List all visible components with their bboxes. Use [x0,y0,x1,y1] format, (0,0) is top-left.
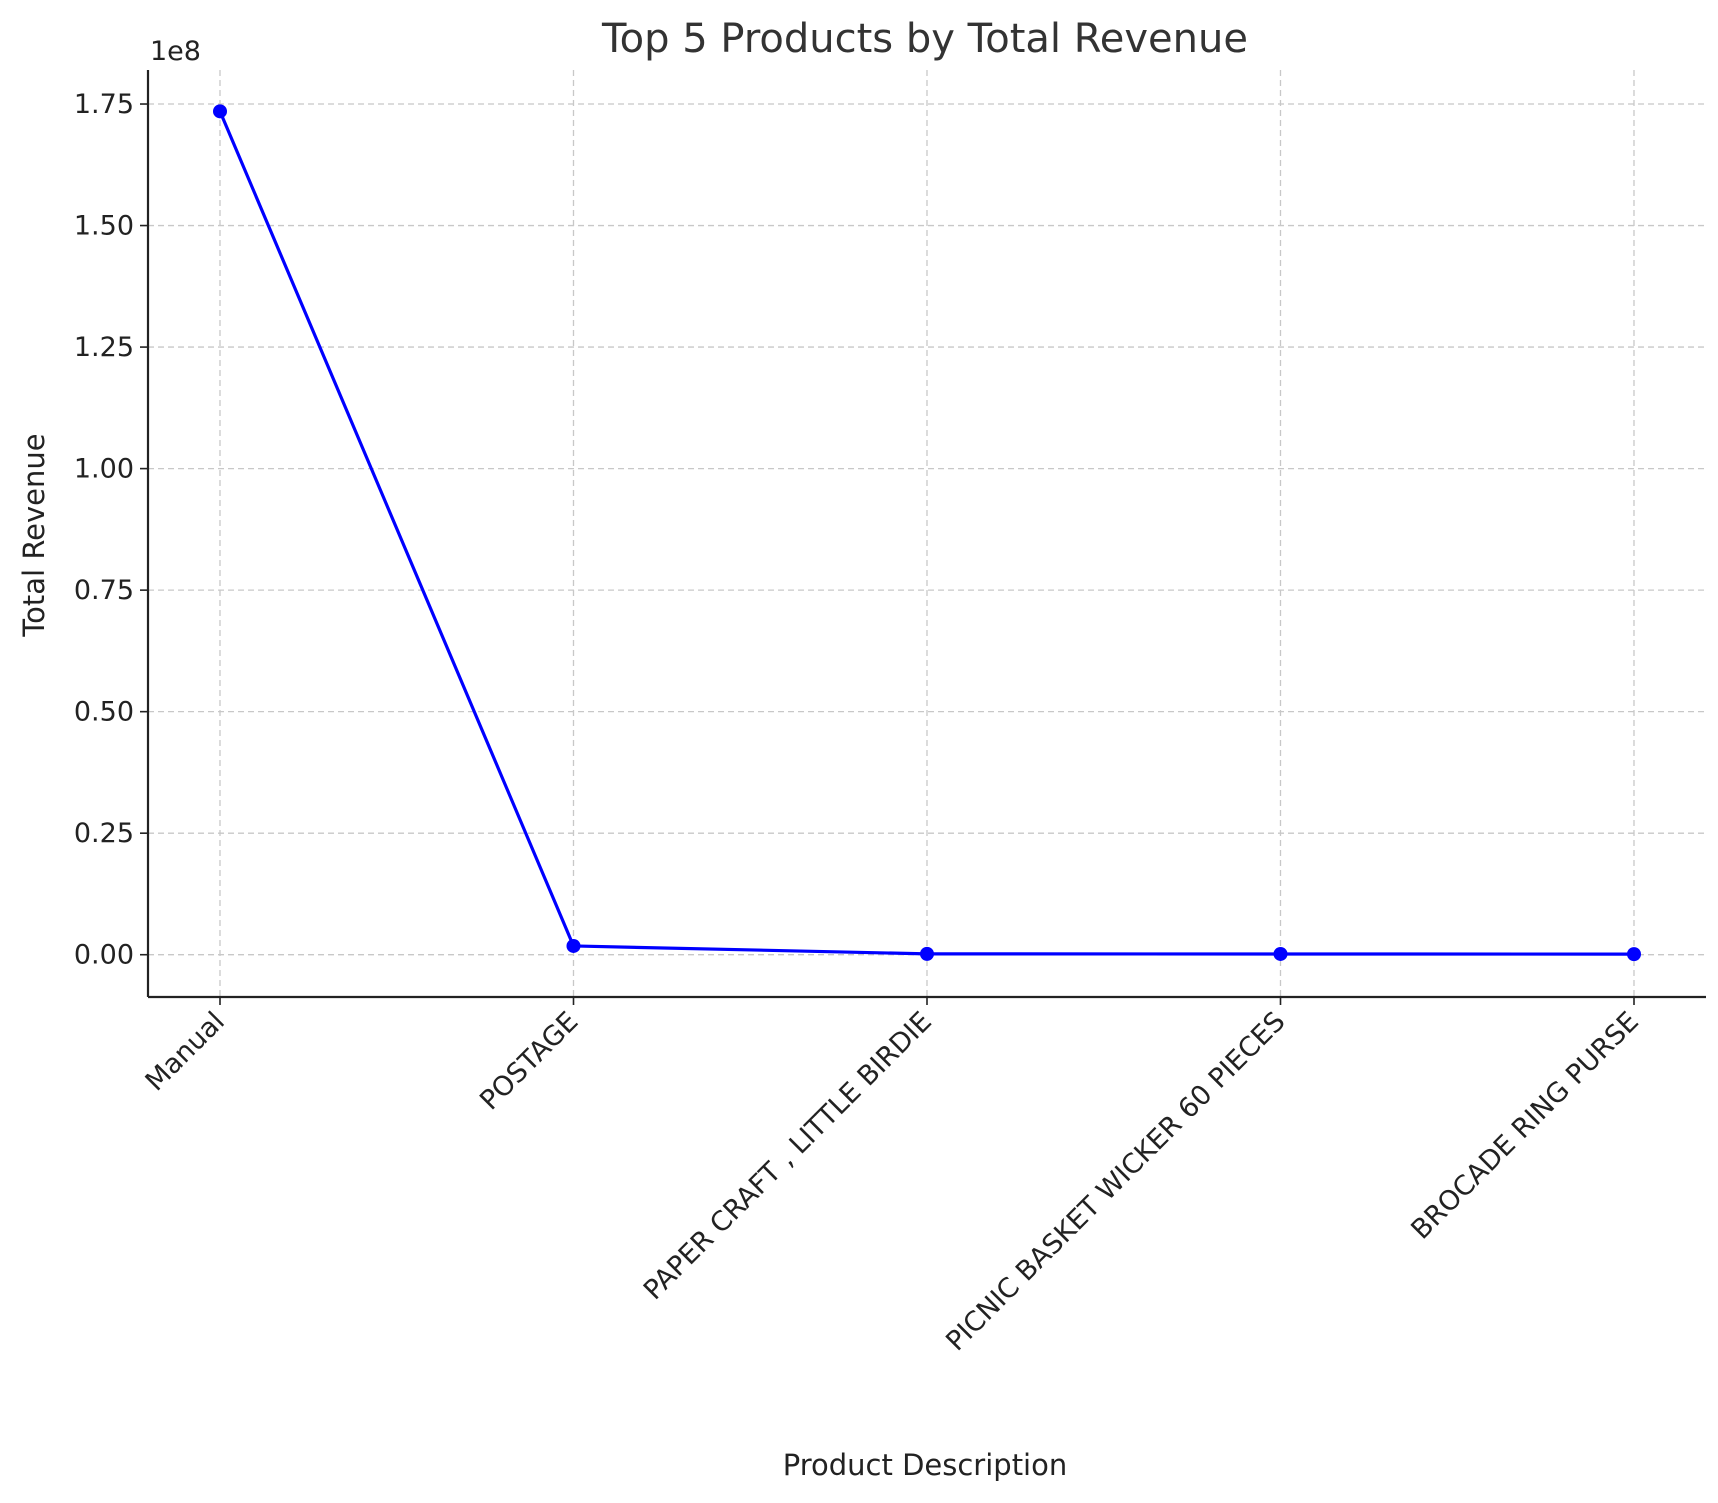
chart-title: Top 5 Products by Total Revenue [601,16,1248,62]
x-axis-label: Product Description [783,1448,1068,1482]
y-tick-label: 1.75 [74,89,134,120]
y-tick-label: 0.25 [74,818,134,849]
y-tick-label: 0.00 [74,940,134,971]
x-tick-label: PAPER CRAFT , LITTLE BIRDIE [638,1006,938,1306]
data-point [566,938,581,953]
y-axis-label: Total Revenue [17,433,51,637]
y-tick-label: 0.50 [74,697,134,728]
y-tick-label: 1.25 [74,332,134,363]
y-tick-label: 1.50 [74,211,134,242]
x-tick-label: PICNIC BASKET WICKER 60 PIECES [940,1006,1291,1357]
data-point [1627,947,1641,962]
x-tick-label: Manual [140,1006,231,1097]
data-point [213,104,227,119]
data-point [1273,946,1288,961]
series [213,104,1641,962]
x-tick-label: POSTAGE [474,1006,584,1116]
y-tick-label: 0.75 [74,575,134,606]
ticks: 0.00 0.25 0.50 0.75 1.00 1.25 1.50 1.75 Manual PO… [74,89,1645,1357]
grid [148,70,1706,997]
x-tick-label: BROCADE RING PURSE [1405,1006,1645,1246]
y-axis-offset-label: 1e8 [150,36,201,67]
data-point [920,946,934,961]
y-tick-label: 1.00 [74,454,134,485]
